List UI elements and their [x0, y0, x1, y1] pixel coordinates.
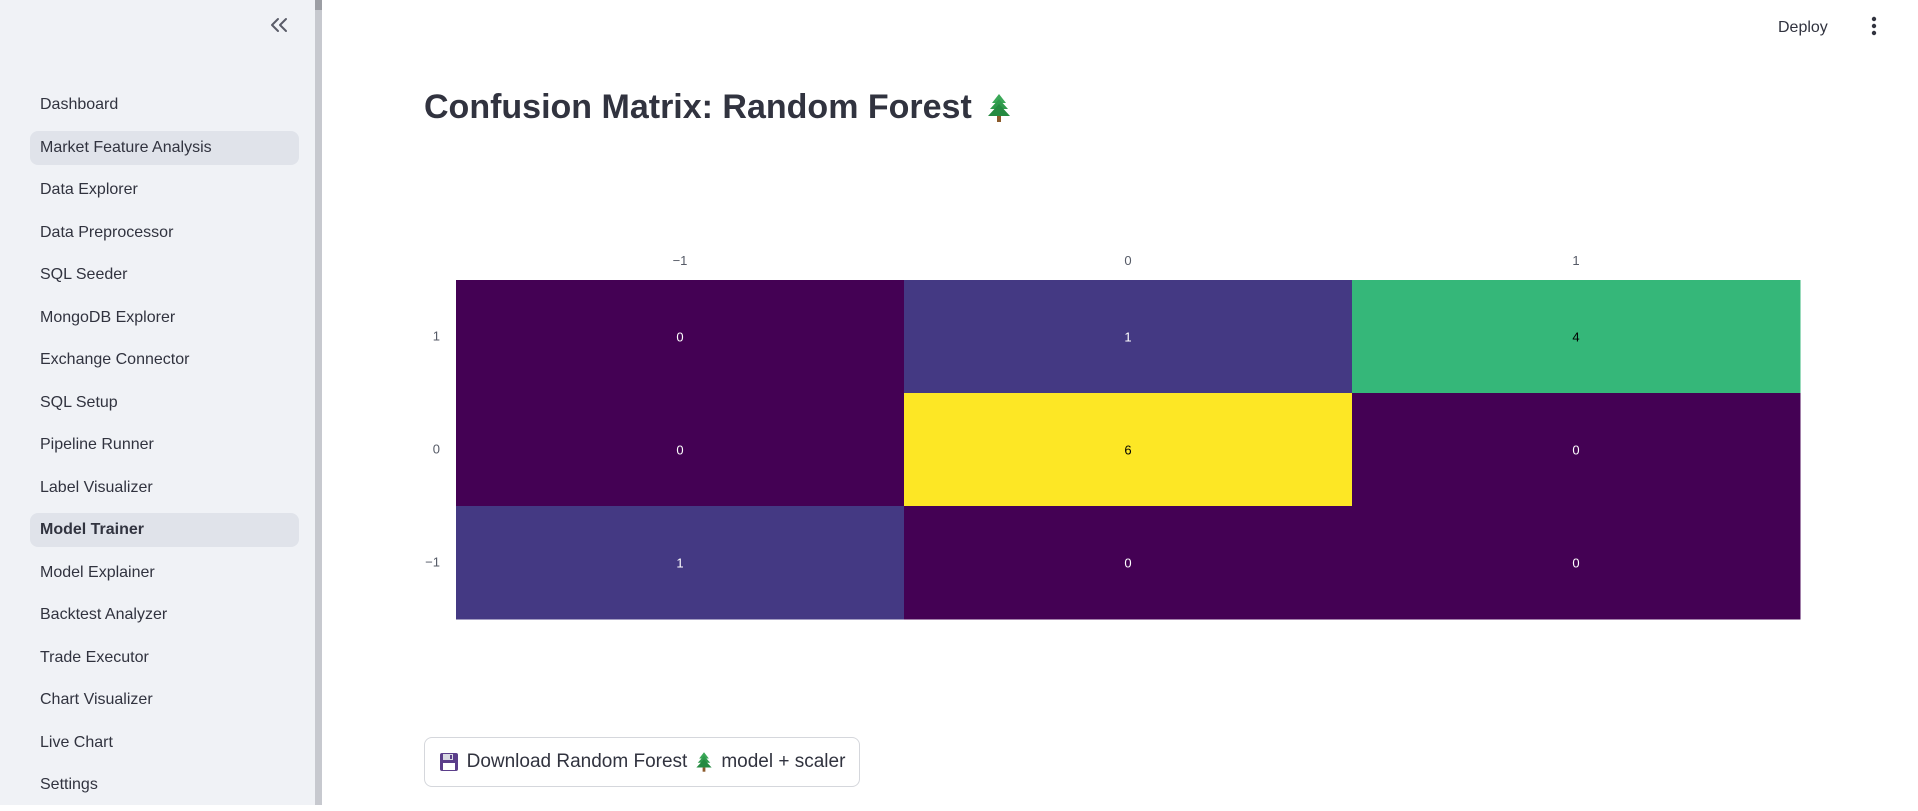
- sidebar-item-label-visualizer[interactable]: Label Visualizer: [30, 471, 299, 505]
- sidebar-item-dashboard[interactable]: Dashboard: [30, 88, 299, 122]
- sidebar-item-label: Dashboard: [40, 96, 119, 113]
- heatmap-cell[interactable]: [1352, 506, 1801, 620]
- sidebar-nav: Dashboard Market Feature Analysis Data Exp…: [30, 88, 299, 811]
- heatmap-cell-value: 4: [1572, 330, 1579, 345]
- sidebar-item-label: Data Preprocessor: [40, 223, 174, 241]
- sidebar-item-label: Label Visualizer: [40, 478, 153, 496]
- sidebar-item-settings[interactable]: Settings: [30, 768, 299, 802]
- page-title: Confusion Matrix: Random Forest: [424, 88, 1012, 127]
- deploy-button[interactable]: Deploy: [1778, 19, 1828, 36]
- sidebar-item-pipeline-runner[interactable]: Pipeline Runner: [30, 428, 299, 462]
- sidebar-item-label: Model Trainer: [40, 521, 145, 538]
- sidebar-item-label: Pipeline Runner: [40, 436, 154, 453]
- heatmap-cell[interactable]: [904, 506, 1353, 620]
- sidebar-item-label: Settings: [40, 776, 98, 793]
- heatmap-cell[interactable]: [456, 393, 905, 507]
- sidebar-scrollbar-thumb[interactable]: [315, 0, 322, 10]
- sidebar-item-label: SQL Seeder: [40, 266, 128, 283]
- sidebar-scrollbar[interactable]: [315, 0, 322, 805]
- x-tick-label: 1: [1572, 253, 1579, 268]
- sidebar-item-sql-seeder[interactable]: SQL Seeder: [30, 258, 299, 292]
- download-model-button[interactable]: Download Random Forest model + scaler: [424, 737, 860, 787]
- confusion-matrix-heatmap[interactable]: −1 0 1 1 0 −1 0 1 4 0 6 0 1 0 0: [400, 245, 1820, 625]
- heatmap-cell[interactable]: [456, 280, 905, 394]
- sidebar-item-exchange-connector[interactable]: Exchange Connector: [30, 343, 299, 377]
- sidebar-item-live-chart[interactable]: Live Chart: [30, 726, 299, 760]
- sidebar: Dashboard Market Feature Analysis Data Exp…: [0, 0, 315, 805]
- sidebar-item-label: SQL Setup: [40, 393, 118, 411]
- heatmap-cell[interactable]: [904, 280, 1353, 394]
- kebab-menu-icon: [1871, 16, 1877, 41]
- floppy-disk-icon: [439, 752, 459, 772]
- heatmap-cell[interactable]: [1352, 280, 1801, 394]
- heatmap-cell-value: 6: [1124, 443, 1131, 458]
- main-menu-button[interactable]: [1862, 14, 1886, 42]
- x-tick-label: −1: [673, 253, 688, 268]
- x-tick-label: 0: [1124, 253, 1131, 268]
- heatmap-cell-value: 1: [1124, 330, 1131, 345]
- heatmap-cell-value: 0: [1572, 443, 1579, 458]
- sidebar-item-data-preprocessor[interactable]: Data Preprocessor: [30, 216, 299, 250]
- heatmap-cell-value: 1: [676, 556, 683, 571]
- sidebar-item-label: Trade Executor: [40, 648, 149, 666]
- sidebar-item-label: Data Explorer: [40, 181, 138, 198]
- chevrons-left-icon: [269, 17, 289, 38]
- sidebar-item-label: Market Feature Analysis: [40, 138, 212, 156]
- sidebar-item-model-trainer[interactable]: Model Trainer: [30, 513, 299, 547]
- sidebar-item-market-feature-analysis[interactable]: Market Feature Analysis: [30, 130, 299, 165]
- y-tick-label: 1: [433, 329, 440, 344]
- sidebar-item-backtest-analyzer[interactable]: Backtest Analyzer: [30, 598, 299, 632]
- collapse-sidebar-button[interactable]: [266, 14, 292, 40]
- heatmap-cell-value: 0: [676, 443, 683, 458]
- evergreen-tree-icon: [986, 93, 1012, 123]
- sidebar-item-label: Live Chart: [40, 733, 113, 751]
- sidebar-item-label: Exchange Connector: [40, 351, 190, 368]
- y-tick-label: −1: [425, 555, 440, 570]
- heatmap-cell[interactable]: [1352, 393, 1801, 507]
- page-title-text: Confusion Matrix: Random Forest: [424, 88, 972, 126]
- sidebar-item-mongodb-explorer[interactable]: MongoDB Explorer: [30, 301, 299, 335]
- sidebar-item-label: MongoDB Explorer: [40, 308, 176, 326]
- heatmap-cell[interactable]: [904, 393, 1353, 507]
- sidebar-item-model-explainer[interactable]: Model Explainer: [30, 556, 299, 590]
- sidebar-item-trade-executor[interactable]: Trade Executor: [30, 641, 299, 675]
- sidebar-item-label: Model Explainer: [40, 563, 155, 581]
- sidebar-item-label: Chart Visualizer: [40, 691, 153, 708]
- heatmap-cell[interactable]: [456, 506, 905, 620]
- heatmap-cell-value: 0: [1572, 556, 1579, 571]
- download-label-part1: Download Random Forest: [466, 751, 688, 772]
- sidebar-item-data-explorer[interactable]: Data Explorer: [30, 173, 299, 207]
- sidebar-item-chart-visualizer[interactable]: Chart Visualizer: [30, 683, 299, 717]
- heatmap-cell-value: 0: [676, 330, 683, 345]
- sidebar-item-sql-setup[interactable]: SQL Setup: [30, 386, 299, 420]
- sidebar-item-label: Backtest Analyzer: [40, 606, 168, 623]
- y-tick-label: 0: [433, 442, 440, 457]
- download-label-part2: model + scaler: [721, 751, 846, 772]
- evergreen-tree-icon: [695, 751, 713, 773]
- heatmap-cell-value: 0: [1124, 556, 1131, 571]
